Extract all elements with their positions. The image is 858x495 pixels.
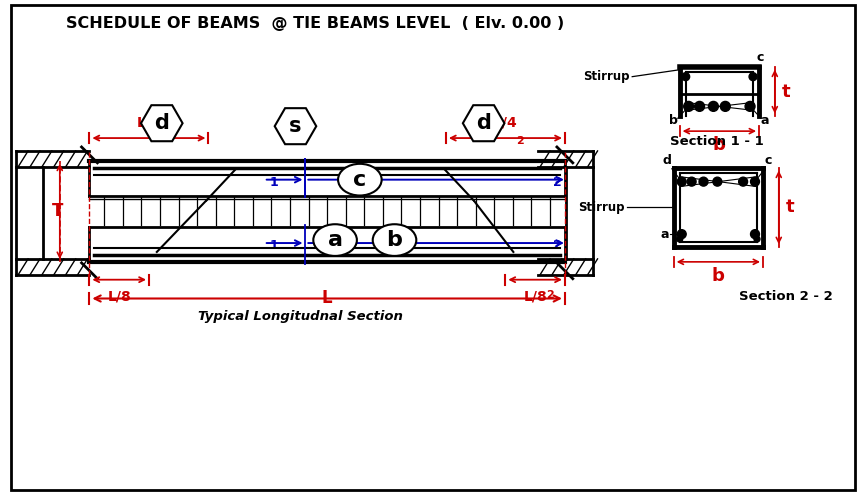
Text: Typical Longitudnal Section: Typical Longitudnal Section [198,310,403,323]
Circle shape [739,177,747,186]
Text: a: a [761,114,770,127]
Text: c: c [353,170,366,190]
Text: L/8: L/8 [523,290,547,303]
Circle shape [695,101,704,111]
Text: 2: 2 [547,290,554,299]
Text: Section 1 - 1: Section 1 - 1 [670,135,764,148]
Ellipse shape [313,224,357,256]
Text: 1: 1 [269,239,279,252]
Text: L: L [322,289,333,306]
Text: Stirrup: Stirrup [577,201,625,214]
Text: b: b [712,267,725,285]
Text: c: c [757,51,764,64]
Text: b: b [669,114,678,127]
Text: d: d [663,154,672,167]
Text: SCHEDULE OF BEAMS  @ TIE BEAMS LEVEL  ( Elv. 0.00 ): SCHEDULE OF BEAMS @ TIE BEAMS LEVEL ( El… [66,16,565,31]
Circle shape [699,177,708,186]
Circle shape [687,177,696,186]
Circle shape [721,101,730,111]
Text: d: d [154,113,169,133]
Text: 2: 2 [553,176,562,189]
Text: 2: 2 [517,136,524,146]
Ellipse shape [338,164,382,196]
Circle shape [709,101,718,111]
Text: T: T [52,202,63,220]
Circle shape [754,236,760,242]
Circle shape [751,177,759,186]
Circle shape [677,230,686,239]
Text: a: a [328,230,342,250]
Text: t: t [786,198,795,216]
Circle shape [751,230,759,239]
Text: s: s [289,116,302,136]
Text: Section 2 - 2: Section 2 - 2 [740,290,833,302]
Circle shape [713,177,722,186]
Circle shape [682,73,690,81]
Circle shape [749,73,757,81]
Text: t: t [782,83,790,100]
Text: b: b [713,136,726,154]
Text: 1: 1 [269,176,279,189]
Circle shape [684,101,693,111]
Text: L/4: L/4 [493,115,517,129]
Text: c: c [765,154,772,167]
Text: b: b [387,230,402,250]
Ellipse shape [372,224,416,256]
Text: L/8: L/8 [107,290,131,303]
Text: a: a [661,228,669,241]
Text: 2: 2 [553,239,562,252]
Text: Stirrup: Stirrup [583,70,629,83]
Circle shape [677,177,686,186]
Text: L/4: L/4 [137,115,160,129]
Circle shape [677,236,683,242]
Text: d: d [476,113,491,133]
Circle shape [745,101,755,111]
